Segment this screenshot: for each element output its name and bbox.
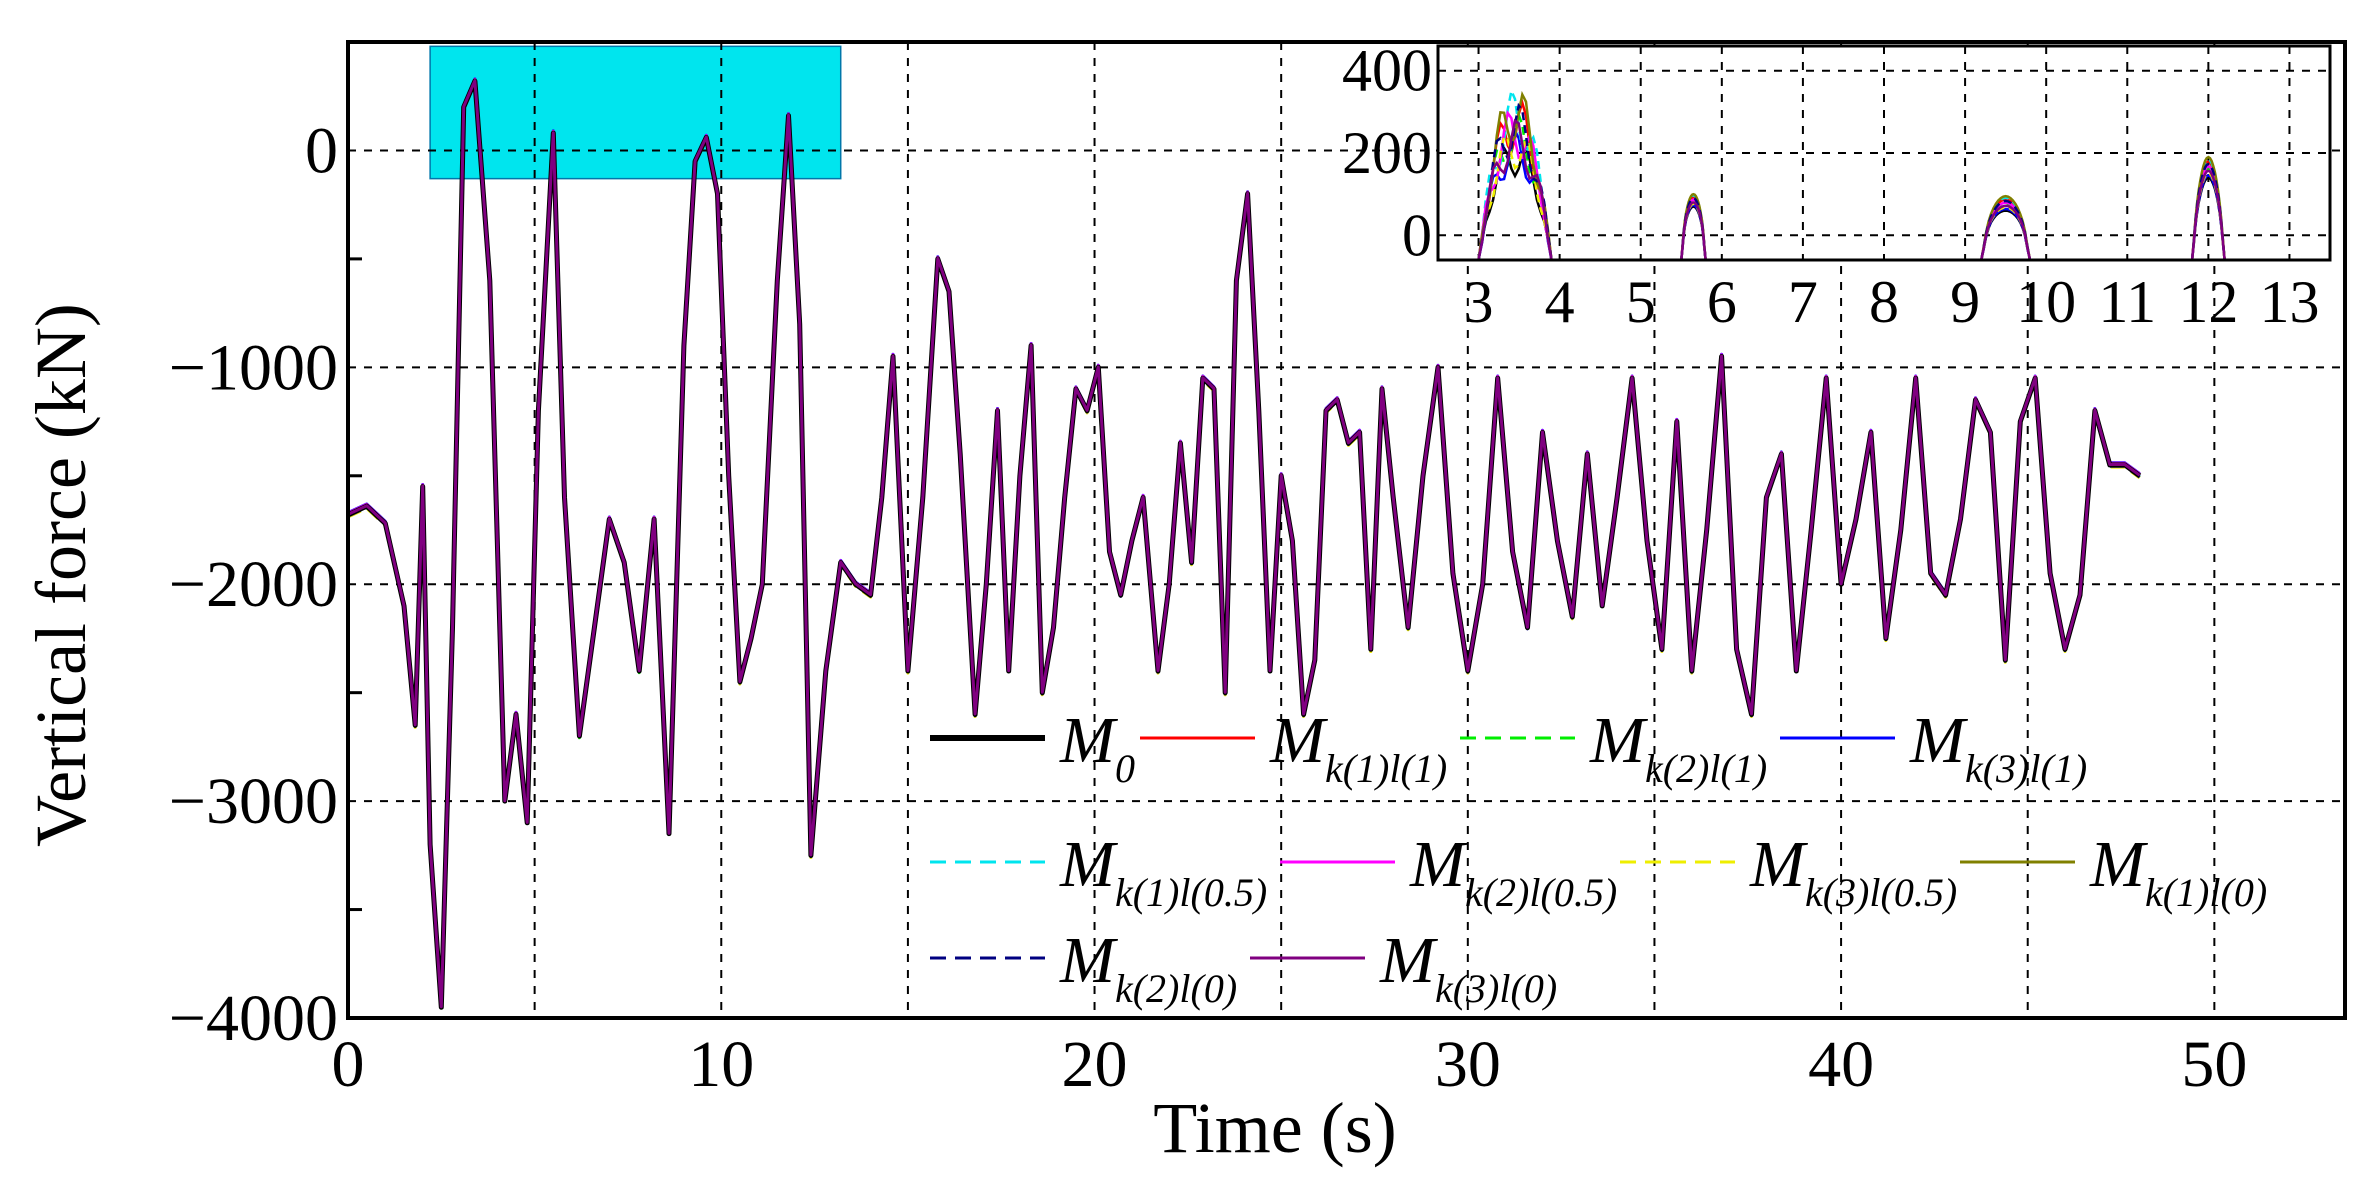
inset-x-tick-label: 9	[1950, 269, 1980, 335]
legend-label-main: M	[1059, 704, 1119, 777]
inset-x-tick-label: 8	[1869, 269, 1899, 335]
y-tick-label: −1000	[169, 331, 338, 404]
legend-label: Mk(2)l(0)	[1059, 924, 1237, 1011]
y-axis-title: Vertical force (kN)	[21, 303, 101, 847]
legend-label-main: M	[1059, 828, 1119, 901]
legend-label: Mk(2)l(0.5)	[1409, 828, 1617, 915]
legend-label-sub: k(1)l(1)	[1325, 746, 1447, 791]
legend-label-main: M	[1749, 828, 1809, 901]
inset-x-tick-label: 13	[2259, 269, 2319, 335]
x-axis-title: Time (s)	[1153, 1088, 1396, 1168]
plot-frame	[346, 40, 2347, 1020]
legend-label-sub: k(3)l(1)	[1965, 746, 2087, 791]
inset-series-line	[2190, 169, 2226, 261]
legend-label-sub: k(2)l(1)	[1645, 746, 1767, 791]
legend-label-main: M	[1269, 704, 1329, 777]
inset-y-tick-label: 0	[1402, 202, 1432, 268]
legend-label: Mk(2)l(1)	[1589, 704, 1767, 791]
legend-label: Mk(3)l(0.5)	[1749, 828, 1957, 915]
legend-label: Mk(1)l(1)	[1269, 704, 1447, 791]
inset-x-tick-label: 7	[1788, 269, 1818, 335]
legend-label-main: M	[1589, 704, 1649, 777]
y-tick-label: −4000	[169, 982, 338, 1055]
inset-x-tick-label: 6	[1707, 269, 1737, 335]
y-tick-label: −2000	[169, 548, 338, 621]
x-tick-label: 10	[688, 1028, 754, 1101]
y-tick-label: 0	[305, 114, 338, 187]
inset-series-line	[1980, 204, 2032, 261]
legend-label-main: M	[1409, 828, 1469, 901]
inset-x-tick-label: 11	[2098, 269, 2156, 335]
legend-label: M0	[1059, 704, 1135, 791]
inset-y-tick-label: 200	[1342, 120, 1432, 186]
legend-label-sub: k(3)l(0.5)	[1805, 870, 1957, 915]
highlight-box	[429, 45, 842, 180]
legend-label: Mk(1)l(0)	[2089, 828, 2267, 915]
inset-frame	[1436, 44, 2332, 262]
legend-label-main: M	[1379, 924, 1439, 997]
legend-label-main: M	[2089, 828, 2149, 901]
legend-label: Mk(3)l(0)	[1379, 924, 1557, 1011]
x-tick-label: 0	[332, 1028, 365, 1101]
legend-label-sub: k(1)l(0)	[2145, 870, 2267, 915]
legend-label-main: M	[1909, 704, 1969, 777]
inset-x-tick-label: 3	[1464, 269, 1494, 335]
legend-label-main: M	[1059, 924, 1119, 997]
inset-series-line	[1477, 110, 1553, 261]
inset-y-tick-label: 400	[1342, 38, 1432, 104]
x-tick-label: 50	[2181, 1028, 2247, 1101]
series-line-Mk(3)l(0)	[347, 79, 2141, 1009]
inset-plot: 3 4 5 6 7 8 9 10 11 12 13 0 200 400	[1342, 38, 2332, 335]
y-tick-label: −3000	[169, 765, 338, 838]
inset-x-tick-label: 12	[2178, 269, 2238, 335]
inset-series-line	[1477, 86, 1553, 261]
legend-label-sub: k(2)l(0.5)	[1465, 870, 1617, 915]
inset-x-tick-label: 4	[1545, 269, 1575, 335]
inset-x-tick-label: 5	[1626, 269, 1656, 335]
legend-label-sub: k(3)l(0)	[1435, 966, 1557, 1011]
x-tick-label: 30	[1435, 1028, 1501, 1101]
inset-x-tick-label: 10	[2016, 269, 2076, 335]
legend-label: Mk(3)l(1)	[1909, 704, 2087, 791]
x-tick-label: 20	[1062, 1028, 1128, 1101]
inset-series-line	[1680, 201, 1707, 261]
legend-label: Mk(1)l(0.5)	[1059, 828, 1267, 915]
legend-label-sub: k(2)l(0)	[1115, 966, 1237, 1011]
x-tick-label: 40	[1808, 1028, 1874, 1101]
legend: M0 Mk(1)l(1) Mk(2)l(1) Mk(3)l(1)Mk(1)l(0.5)…	[930, 704, 2267, 1011]
legend-label-sub: 0	[1115, 746, 1135, 791]
inset-series-line	[1477, 118, 1553, 261]
inset-series-line	[1477, 134, 1553, 261]
legend-label-sub: k(1)l(0.5)	[1115, 870, 1267, 915]
